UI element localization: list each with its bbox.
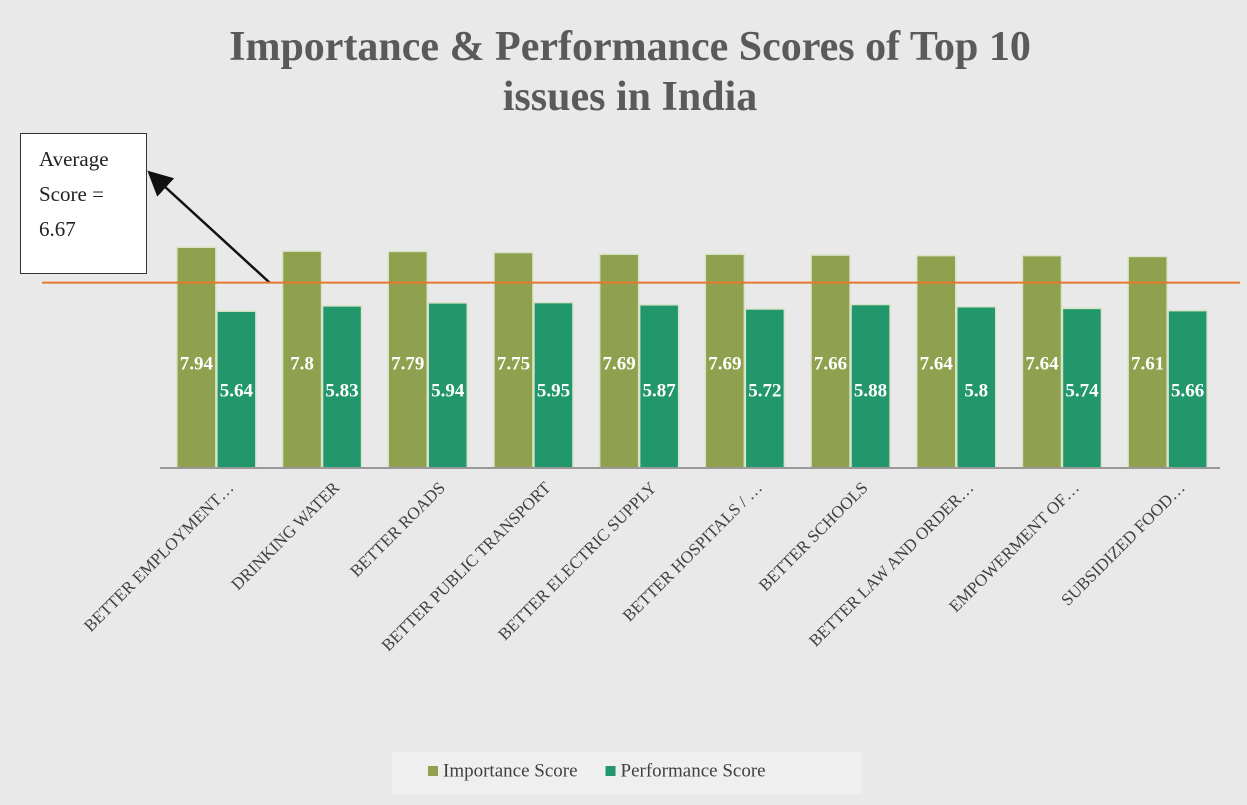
data-label: 7.79 [391,353,424,374]
bar [216,310,257,469]
legend-label: Importance Score [443,760,578,781]
data-label: 7.61 [1131,353,1164,374]
bar [956,306,997,469]
annotation-text: Average Score = 6.67 [20,133,147,274]
data-label: 7.8 [290,353,314,374]
data-label: 5.8 [964,380,988,401]
data-label: 7.94 [180,353,214,374]
legend-swatch [605,766,616,776]
bar [493,251,534,469]
data-label: 7.66 [814,353,847,374]
data-label: 5.64 [220,380,254,401]
legend-swatch [428,766,438,776]
annotation-box: Average Score = 6.67 [20,133,147,274]
data-label: 5.95 [537,380,570,401]
data-label: 5.74 [1065,380,1099,401]
data-label: 7.69 [603,353,636,374]
legend-label: Performance Score [621,760,766,781]
data-label: 5.83 [325,380,358,401]
bar [321,305,363,469]
annotation-arrow [147,170,271,284]
data-label: 5.94 [431,380,465,401]
data-label: 7.64 [1025,353,1059,374]
bar [1127,255,1168,469]
bar [810,254,851,469]
bar [850,303,891,469]
chart-title: Importance & Performance Scores of Top 1… [229,24,1031,120]
bar [704,253,746,469]
data-label: 5.66 [1171,380,1204,401]
data-label: 7.69 [708,353,741,374]
data-label: 5.88 [854,380,887,401]
bar [916,254,957,469]
data-label: 5.87 [643,380,677,401]
data-label: 7.75 [497,353,530,374]
bar [598,253,640,469]
bar [1167,309,1208,469]
bar [744,308,786,469]
legend-box [392,752,862,794]
data-label: 5.72 [748,380,781,401]
bar [638,304,680,469]
bar [387,250,428,469]
data-label: 7.64 [920,353,954,374]
title-box: Importance & Performance Scores of Top 1… [229,24,1031,120]
